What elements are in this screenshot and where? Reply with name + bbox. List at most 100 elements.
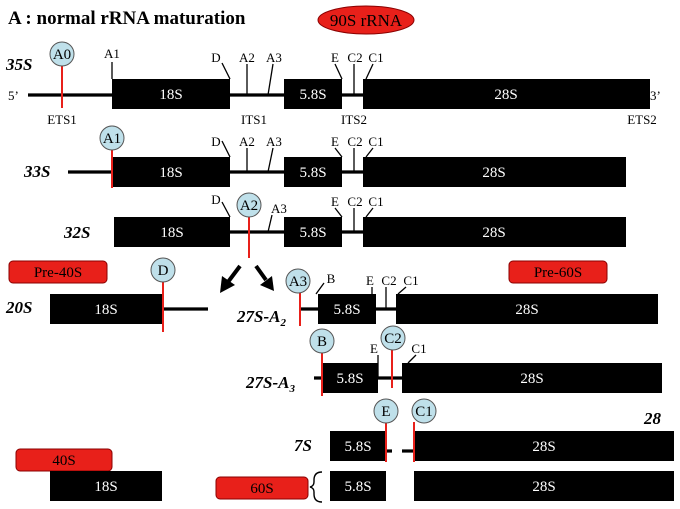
row-35s: 35S 5’ 3’ 18S 5.8S 28S A0 A1 D A2 A3 E C… bbox=[5, 41, 661, 127]
tag-40s: 40S bbox=[15, 448, 113, 472]
site-d-small: D bbox=[211, 192, 220, 207]
tag-60s-label: 60S bbox=[250, 481, 273, 497]
seg-28s: 28S bbox=[532, 439, 555, 455]
seg-28s: 28S bbox=[494, 87, 517, 103]
row-32s: 32S 18S 5.8S 28S A2 D A3 E C2 C1 bbox=[63, 192, 626, 258]
block-28s bbox=[396, 294, 658, 324]
site-c1-small: C1 bbox=[411, 341, 426, 356]
block-28s bbox=[402, 363, 662, 393]
site-bubble-c2 bbox=[380, 325, 406, 351]
site-bubble-c1 bbox=[411, 398, 437, 424]
site-a2: A2 bbox=[240, 198, 258, 214]
site-e-small: E bbox=[331, 50, 339, 65]
species-27s-a2: 27S-A2 bbox=[236, 307, 286, 329]
tag-pre40s: Pre-40S bbox=[8, 260, 108, 284]
site-bubble-a0 bbox=[49, 41, 75, 67]
pathway-arrows bbox=[220, 264, 274, 293]
block-5-8s bbox=[284, 79, 342, 109]
site-e-small: E bbox=[331, 194, 339, 209]
label-ets1: ETS1 bbox=[47, 112, 77, 127]
species-28-partial: 28 bbox=[643, 409, 662, 428]
site-bubble-a2 bbox=[236, 192, 262, 218]
seg-5-8s: 5.8S bbox=[333, 302, 360, 318]
seg-18s: 18S bbox=[94, 302, 117, 318]
three-prime-label: 3’ bbox=[650, 88, 661, 103]
tag-pre60s-label: Pre-60S bbox=[534, 265, 582, 281]
seg-18s: 18S bbox=[159, 165, 182, 181]
seg-18s: 18S bbox=[94, 479, 117, 495]
label-ets2: ETS2 bbox=[627, 112, 657, 127]
site-a1: A1 bbox=[103, 131, 121, 147]
label-its2: ITS2 bbox=[341, 112, 367, 127]
site-bubble-a1 bbox=[99, 125, 125, 151]
seg-5-8s: 5.8S bbox=[336, 371, 363, 387]
seg-5-8s: 5.8S bbox=[299, 225, 326, 241]
site-a3-small: A3 bbox=[266, 50, 282, 65]
site-d-small: D bbox=[211, 50, 220, 65]
site-a2-small: A2 bbox=[239, 50, 255, 65]
label-its1: ITS1 bbox=[241, 112, 267, 127]
site-c2-small: C2 bbox=[347, 134, 362, 149]
site-c2: C2 bbox=[384, 331, 402, 347]
block-18s bbox=[112, 79, 230, 109]
site-bubble-d bbox=[150, 257, 176, 283]
block-28s bbox=[414, 431, 674, 461]
species-20s: 20S bbox=[5, 298, 32, 317]
block-28s bbox=[363, 79, 650, 109]
tag-pre60s: Pre-60S bbox=[508, 260, 608, 284]
site-a3-small: A3 bbox=[271, 201, 287, 216]
seg-28s: 28S bbox=[482, 225, 505, 241]
seg-28s: 28S bbox=[532, 479, 555, 495]
badge-90s-label: 90S rRNA bbox=[330, 11, 403, 30]
site-c1-small: C1 bbox=[403, 273, 418, 288]
site-bubble-b bbox=[309, 328, 335, 354]
row-7s: 7S 28 5.8S 28S E C1 bbox=[294, 398, 674, 462]
site-a3: A3 bbox=[289, 274, 307, 290]
site-a2-small: A2 bbox=[239, 134, 255, 149]
seg-5-8s: 5.8S bbox=[299, 165, 326, 181]
site-c2-small: C2 bbox=[381, 273, 396, 288]
tag-pre40s-label: Pre-40S bbox=[34, 265, 82, 281]
block-5-8s bbox=[318, 294, 376, 324]
seg-28s: 28S bbox=[515, 302, 538, 318]
block-18s bbox=[50, 294, 162, 324]
seg-18s: 18S bbox=[159, 87, 182, 103]
site-d: D bbox=[158, 263, 169, 279]
diagram-title: A : normal rRNA maturation bbox=[8, 8, 246, 29]
five-prime-label: 5’ bbox=[8, 88, 19, 103]
species-27s-a3: 27S-A3 bbox=[245, 373, 295, 395]
block-5-8s bbox=[330, 431, 386, 461]
block-18s bbox=[112, 157, 230, 187]
site-e: E bbox=[381, 404, 390, 420]
site-bubble-e bbox=[373, 398, 399, 424]
row-20s: 20S 18S D bbox=[5, 257, 208, 332]
brace bbox=[309, 471, 323, 503]
block-28s bbox=[414, 471, 674, 501]
site-e-small: E bbox=[370, 341, 378, 356]
block-5-8s bbox=[284, 157, 342, 187]
site-c1-small: C1 bbox=[368, 134, 383, 149]
species-35s: 35S bbox=[5, 55, 32, 74]
block-28s bbox=[363, 157, 626, 187]
tag-40s-label: 40S bbox=[52, 453, 75, 469]
species-7s: 7S bbox=[294, 436, 312, 455]
seg-5-8s: 5.8S bbox=[344, 479, 371, 495]
site-a3-small: A3 bbox=[266, 134, 282, 149]
site-c2-small: C2 bbox=[347, 50, 362, 65]
seg-5-8s: 5.8S bbox=[299, 87, 326, 103]
site-c1-small: C1 bbox=[368, 50, 383, 65]
mature-60s-parts: 5.8S 28S bbox=[330, 471, 674, 501]
tag-60s: 60S bbox=[215, 476, 309, 500]
site-d-small: D bbox=[211, 134, 220, 149]
site-c1: C1 bbox=[415, 404, 433, 420]
site-a0: A0 bbox=[53, 47, 71, 63]
site-e-small: E bbox=[366, 273, 374, 288]
block-18s bbox=[50, 471, 162, 501]
block-5-8s bbox=[330, 471, 386, 501]
block-18s bbox=[114, 217, 230, 247]
block-5-8s bbox=[284, 217, 342, 247]
seg-28s: 28S bbox=[482, 165, 505, 181]
site-a1-small: A1 bbox=[104, 46, 120, 61]
row-27s-a3: 27S-A3 5.8S 28S B C2 E C1 bbox=[245, 325, 662, 396]
